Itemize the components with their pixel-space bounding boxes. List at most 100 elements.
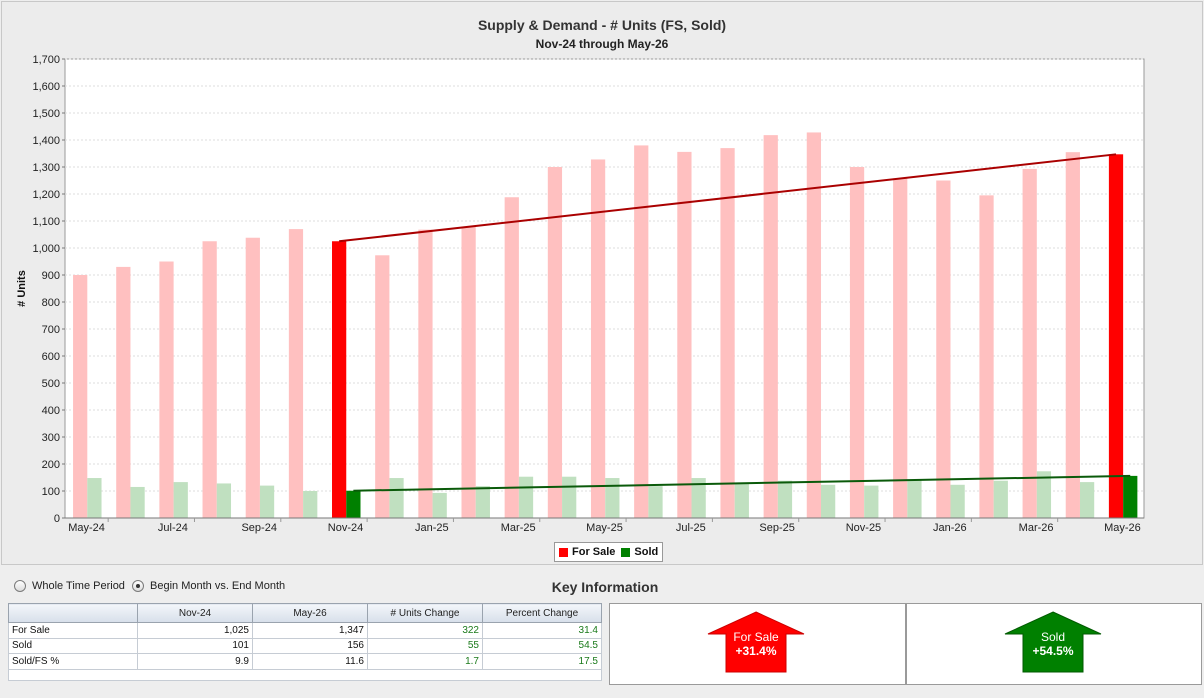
whole-time-period-radio[interactable]: Whole Time Period	[14, 580, 125, 592]
bar-sold-Sep-25	[777, 480, 793, 518]
sold-card-label: Sold	[1041, 630, 1065, 644]
legend-item-for-sale: For Sale	[559, 546, 615, 558]
bar-sold-Aug-24	[216, 483, 232, 518]
bar-sold-May-25	[605, 478, 620, 518]
table-row: For Sale 1,025 1,347 322 31.4	[8, 622, 602, 639]
y-tick-label: 200	[42, 459, 60, 471]
bar-sold-Apr-25	[562, 476, 577, 518]
y-tick-label: 300	[42, 432, 60, 444]
y-tick-label: 1,400	[32, 135, 60, 147]
y-tick-label: 900	[42, 270, 60, 282]
chart-panel: Supply & Demand - # Units (FS, Sold) Nov-…	[1, 1, 1203, 565]
trendline-sold	[353, 474, 1131, 492]
y-tick-label: 1,000	[32, 243, 60, 255]
x-tick-label: May-25	[586, 522, 623, 534]
bar-for-sale-Aug-25	[720, 148, 735, 518]
bar-for-sale-Jun-25	[634, 145, 649, 518]
table-row: Sold 101 156 55 54.5	[8, 637, 602, 655]
cell-change: 55	[367, 637, 483, 655]
y-tick-label: 1,700	[32, 54, 60, 66]
cell-end: 11.6	[252, 653, 368, 670]
bar-sold-Jul-25	[691, 478, 706, 518]
bar-sold-May-24	[87, 478, 102, 518]
x-tick-label: May-24	[68, 522, 105, 534]
bar-sold-Dec-24	[389, 478, 404, 518]
for-sale-card-value: +31.4%	[735, 644, 776, 658]
bar-for-sale-May-24	[73, 275, 88, 518]
x-tick-label: Sep-24	[241, 522, 276, 534]
cell-end: 156	[252, 637, 368, 655]
bar-sold-Apr-26	[1079, 482, 1095, 518]
bar-sold-Sep-24	[259, 485, 275, 518]
chart-subtitle: Nov-24 through May-26	[536, 37, 669, 51]
radio-dot-begin-end[interactable]	[132, 580, 144, 592]
x-tick-label: Mar-25	[501, 522, 536, 534]
trendline-for-sale	[339, 153, 1117, 243]
supply-demand-chart: Supply & Demand - # Units (FS, Sold) Nov-…	[16, 17, 1145, 534]
legend-label-for-sale: For Sale	[572, 546, 616, 558]
y-tick-label: 1,600	[32, 81, 60, 93]
bar-for-sale-Feb-25	[461, 226, 476, 518]
y-tick-label: 0	[54, 513, 60, 525]
x-tick-label: Jan-26	[933, 522, 967, 534]
legend-swatch-sold	[621, 547, 631, 557]
header-percent-change: Percent Change	[482, 603, 602, 623]
bar-for-sale-Dec-24	[375, 255, 390, 519]
legend-swatch-for-sale	[559, 547, 568, 557]
bar-for-sale-Nov-24	[332, 241, 347, 518]
chart-legend: For Sale Sold	[554, 542, 664, 562]
bar-for-sale-Sep-25	[763, 135, 778, 518]
y-tick-label: 1,100	[32, 216, 60, 228]
sold-card-value: +54.5%	[1032, 644, 1073, 658]
bar-sold-Jun-25	[648, 486, 663, 518]
x-tick-label: Mar-26	[1019, 522, 1054, 534]
bar-for-sale-Apr-26	[1065, 152, 1080, 518]
up-arrow-icon	[1004, 611, 1102, 673]
chart-title: Supply & Demand - # Units (FS, Sold)	[478, 17, 726, 33]
x-tick-label: May-26	[1104, 522, 1141, 534]
bar-for-sale-Jan-26	[936, 180, 951, 518]
bar-sold-Aug-25	[734, 483, 749, 518]
cell-change: 1.7	[367, 653, 483, 670]
sold-change-card: Sold +54.5%	[906, 603, 1202, 685]
y-tick-label: 700	[42, 324, 60, 336]
cell-change: 322	[367, 622, 483, 639]
bar-for-sale-Sep-24	[245, 237, 260, 519]
y-tick-label: 1,500	[32, 108, 60, 120]
key-information-table: Nov-24 May-26 # Units Change Percent Cha…	[8, 603, 602, 682]
key-information-panel: Whole Time Period Begin Month vs. End Mo…	[0, 570, 1204, 698]
radio-dot-whole-period[interactable]	[14, 580, 26, 592]
header-start-month: Nov-24	[137, 603, 253, 623]
cell-start: 1,025	[137, 622, 253, 639]
header-end-month: May-26	[252, 603, 368, 623]
y-tick-label: 1,300	[32, 162, 60, 174]
y-axis-label: # Units	[16, 270, 28, 307]
legend-label-sold: Sold	[634, 546, 659, 558]
header-blank	[8, 603, 138, 623]
x-tick-label: Jul-25	[676, 522, 706, 534]
bar-for-sale-Oct-24	[288, 229, 304, 518]
cell-start: 9.9	[137, 653, 253, 670]
bar-sold-Mar-26	[1036, 471, 1052, 518]
bar-for-sale-Apr-25	[547, 167, 563, 518]
bar-for-sale-Feb-26	[979, 195, 994, 518]
x-tick-label: Nov-24	[328, 522, 363, 534]
x-tick-label: Jan-25	[415, 522, 449, 534]
bar-sold-Mar-25	[518, 476, 534, 518]
y-tick-label: 1,200	[32, 189, 60, 201]
bar-for-sale-Jan-25	[418, 229, 433, 518]
bar-sold-Nov-25	[864, 485, 879, 518]
up-arrow-icon	[707, 611, 805, 673]
bar-for-sale-Dec-25	[893, 178, 908, 518]
bar-for-sale-May-26	[1108, 154, 1124, 518]
bar-sold-Jul-24	[173, 482, 188, 518]
table-row: Sold/FS % 9.9 11.6 1.7 17.5	[8, 653, 602, 670]
bar-sold-Feb-26	[993, 480, 1008, 518]
bar-for-sale-Aug-24	[202, 241, 217, 518]
y-tick-label: 600	[42, 351, 60, 363]
bar-for-sale-May-25	[590, 159, 606, 518]
header-units-change: # Units Change	[367, 603, 483, 623]
bar-for-sale-Oct-25	[806, 132, 822, 518]
bar-sold-Feb-25	[475, 486, 490, 518]
begin-vs-end-radio[interactable]: Begin Month vs. End Month	[132, 580, 285, 592]
